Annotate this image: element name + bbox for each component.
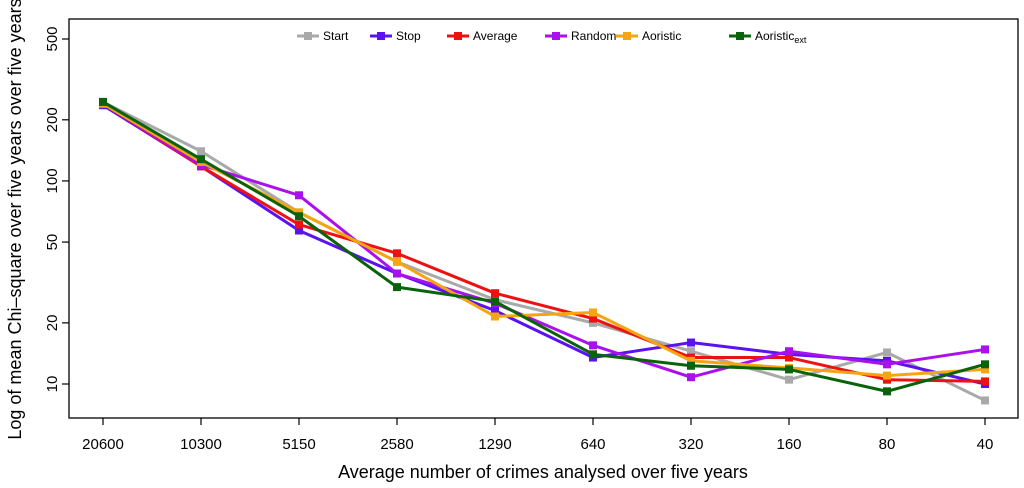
data-point — [981, 396, 989, 405]
data-point — [393, 269, 401, 278]
legend-item: Aoristic — [616, 29, 681, 43]
legend-item: Start — [297, 29, 349, 43]
data-point — [295, 220, 303, 229]
legend-label-subscript: ext — [794, 35, 807, 45]
series-random — [99, 99, 989, 382]
data-point — [981, 360, 989, 369]
data-point — [491, 306, 499, 315]
data-point — [491, 312, 499, 321]
legend-marker — [552, 32, 560, 40]
x-tick-label: 640 — [580, 436, 605, 453]
data-point — [393, 283, 401, 292]
x-tick-label: 20600 — [82, 436, 124, 453]
y-tick-label: 200 — [44, 107, 61, 132]
data-point — [883, 360, 891, 369]
x-tick-label: 1290 — [478, 436, 511, 453]
data-point — [883, 371, 891, 380]
x-tick-label: 5150 — [282, 436, 315, 453]
data-point — [785, 365, 793, 374]
data-point — [981, 377, 989, 386]
legend-item: Aoristicext — [729, 29, 807, 45]
data-point — [197, 147, 205, 156]
x-tick-label: 160 — [776, 436, 801, 453]
data-point — [687, 347, 695, 356]
series-stop — [99, 101, 989, 388]
data-point — [393, 249, 401, 258]
data-point — [295, 226, 303, 235]
legend-label: Random — [571, 29, 616, 43]
data-point — [295, 191, 303, 200]
legend-marker — [736, 32, 744, 40]
x-axis-title: Average number of crimes analysed over f… — [338, 462, 748, 482]
x-tick-label: 10300 — [180, 436, 222, 453]
data-point — [785, 353, 793, 362]
x-tick-label: 80 — [879, 436, 896, 453]
legend-item: Random — [545, 29, 616, 43]
legend-label: Start — [323, 29, 349, 43]
data-point — [589, 314, 597, 323]
data-point — [687, 356, 695, 365]
data-point — [589, 318, 597, 327]
data-point — [589, 308, 597, 317]
series-line — [102, 103, 986, 386]
data-point — [393, 257, 401, 266]
legend-marker — [304, 32, 312, 40]
data-point — [687, 373, 695, 382]
data-point — [785, 347, 793, 356]
data-point — [883, 387, 891, 396]
legend-item: Stop — [370, 29, 421, 43]
data-point — [491, 297, 499, 306]
x-tick-label: 320 — [678, 436, 703, 453]
x-tick-label: 40 — [977, 436, 994, 453]
data-point — [883, 375, 891, 384]
legend: Start Stop Average Random Aoristic Aoristicex… — [297, 29, 807, 45]
series-line — [102, 100, 986, 393]
legend-marker — [623, 32, 631, 40]
y-tick-label: 20 — [44, 315, 61, 332]
data-point — [687, 338, 695, 347]
series-line — [102, 102, 986, 383]
data-point — [981, 345, 989, 354]
y-axis: 10 20 50 100 200 500 — [44, 26, 69, 392]
data-point — [99, 97, 107, 106]
data-point — [295, 212, 303, 221]
series-line — [102, 102, 986, 379]
plot-frame — [68, 18, 1019, 419]
y-tick-label: 10 — [44, 376, 61, 393]
y-tick-label: 100 — [44, 168, 61, 193]
legend-marker — [377, 32, 385, 40]
legend-item: Average — [447, 29, 518, 43]
legend-label: Aoristicext — [755, 29, 807, 45]
series-aoristic-ext — [99, 97, 989, 396]
y-tick-label: 50 — [44, 234, 61, 251]
series-layer — [99, 97, 989, 405]
y-tick-label: 500 — [44, 26, 61, 51]
series-average — [99, 99, 989, 386]
data-point — [785, 375, 793, 384]
data-point — [491, 289, 499, 298]
legend-label: Aoristic — [642, 29, 681, 43]
series-line — [102, 100, 986, 402]
legend-label: Stop — [396, 29, 421, 43]
x-axis: 20600 10300 5150 2580 1290 640 320 160 80 40 — [82, 418, 993, 453]
series-aoristic — [99, 99, 989, 380]
x-tick-label: 2580 — [380, 436, 413, 453]
data-point — [883, 348, 891, 357]
data-point — [981, 365, 989, 374]
data-point — [589, 341, 597, 350]
data-point — [687, 361, 695, 370]
y-axis-title: Log of mean Chi–square over five years o… — [5, 0, 25, 440]
legend-marker — [454, 32, 462, 40]
data-point — [197, 155, 205, 164]
legend-label: Average — [473, 29, 518, 43]
data-point — [589, 350, 597, 359]
